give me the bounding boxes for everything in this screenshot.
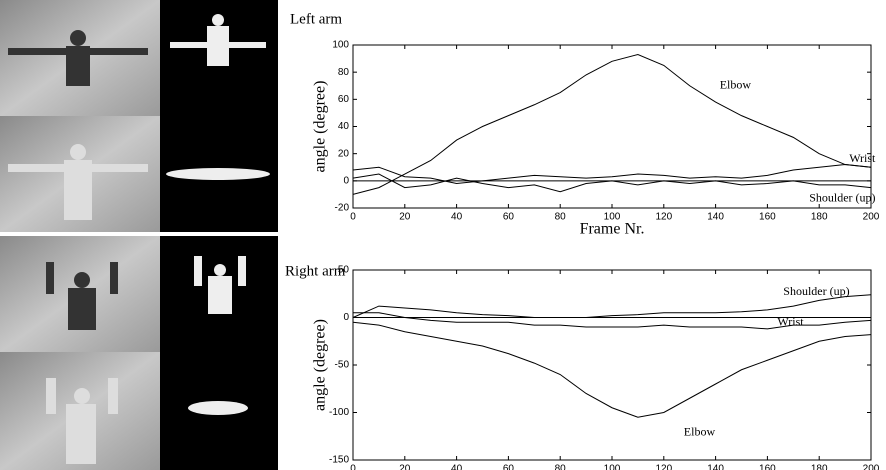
y-tick-label: 60 — [338, 94, 350, 105]
series-label: Shoulder (up) — [809, 191, 875, 205]
x-tick-label: 100 — [604, 212, 621, 223]
y-tick-label: 100 — [332, 40, 349, 51]
series-label: Wrist — [777, 315, 804, 329]
x-tick-label: 60 — [503, 212, 515, 223]
series-line — [352, 173, 872, 193]
series-line — [352, 164, 872, 185]
y-tick-label: 40 — [338, 121, 350, 132]
x-tick-label: 0 — [350, 212, 356, 223]
x-tick-label: 140 — [707, 464, 724, 470]
y-tick-label: 0 — [343, 312, 349, 323]
x-tick-label: 120 — [655, 212, 672, 223]
x-axis-label: Frame Nr. — [580, 221, 645, 238]
y-tick-label: -20 — [335, 203, 350, 214]
x-tick-label: 60 — [503, 464, 515, 470]
x-tick-label: 80 — [555, 212, 567, 223]
series-label: Elbow — [720, 78, 752, 92]
photo-block — [0, 236, 278, 470]
x-tick-label: 200 — [863, 212, 880, 223]
x-tick-label: 200 — [863, 464, 880, 470]
y-tick-label: 20 — [338, 148, 350, 159]
y-tick-label: 0 — [343, 175, 349, 186]
series-line — [352, 321, 872, 418]
x-tick-label: 140 — [707, 212, 724, 223]
x-tick-label: 180 — [811, 212, 828, 223]
x-tick-label: 40 — [451, 464, 463, 470]
x-tick-label: 180 — [811, 464, 828, 470]
x-tick-label: 0 — [350, 464, 356, 470]
x-tick-label: 40 — [451, 212, 463, 223]
x-tick-label: 160 — [759, 464, 776, 470]
chart-title: Right arm — [285, 263, 346, 279]
series-label: Wrist — [849, 151, 876, 165]
photo-block — [0, 0, 278, 232]
y-tick-label: -50 — [335, 360, 350, 371]
y-tick-label: 50 — [338, 265, 350, 276]
series-line — [353, 312, 872, 330]
series-label: Elbow — [684, 424, 716, 438]
y-axis-label: angle (degree) — [312, 81, 329, 173]
y-axis-label: angle (degree) — [312, 319, 329, 411]
series-line — [352, 53, 872, 195]
y-tick-label: -150 — [329, 455, 349, 466]
x-tick-label: 120 — [655, 464, 672, 470]
x-tick-label: 20 — [399, 464, 411, 470]
x-tick-label: 80 — [555, 464, 567, 470]
chart-title: Left arm — [290, 11, 342, 27]
y-tick-label: 80 — [338, 67, 350, 78]
plot-frame — [352, 269, 872, 461]
plot-frame — [352, 44, 872, 209]
x-tick-label: 20 — [399, 212, 411, 223]
x-tick-label: 100 — [604, 464, 621, 470]
x-tick-label: 160 — [759, 212, 776, 223]
series-label: Shoulder (up) — [783, 284, 849, 298]
series-line — [352, 294, 872, 318]
y-tick-label: -100 — [329, 407, 349, 418]
